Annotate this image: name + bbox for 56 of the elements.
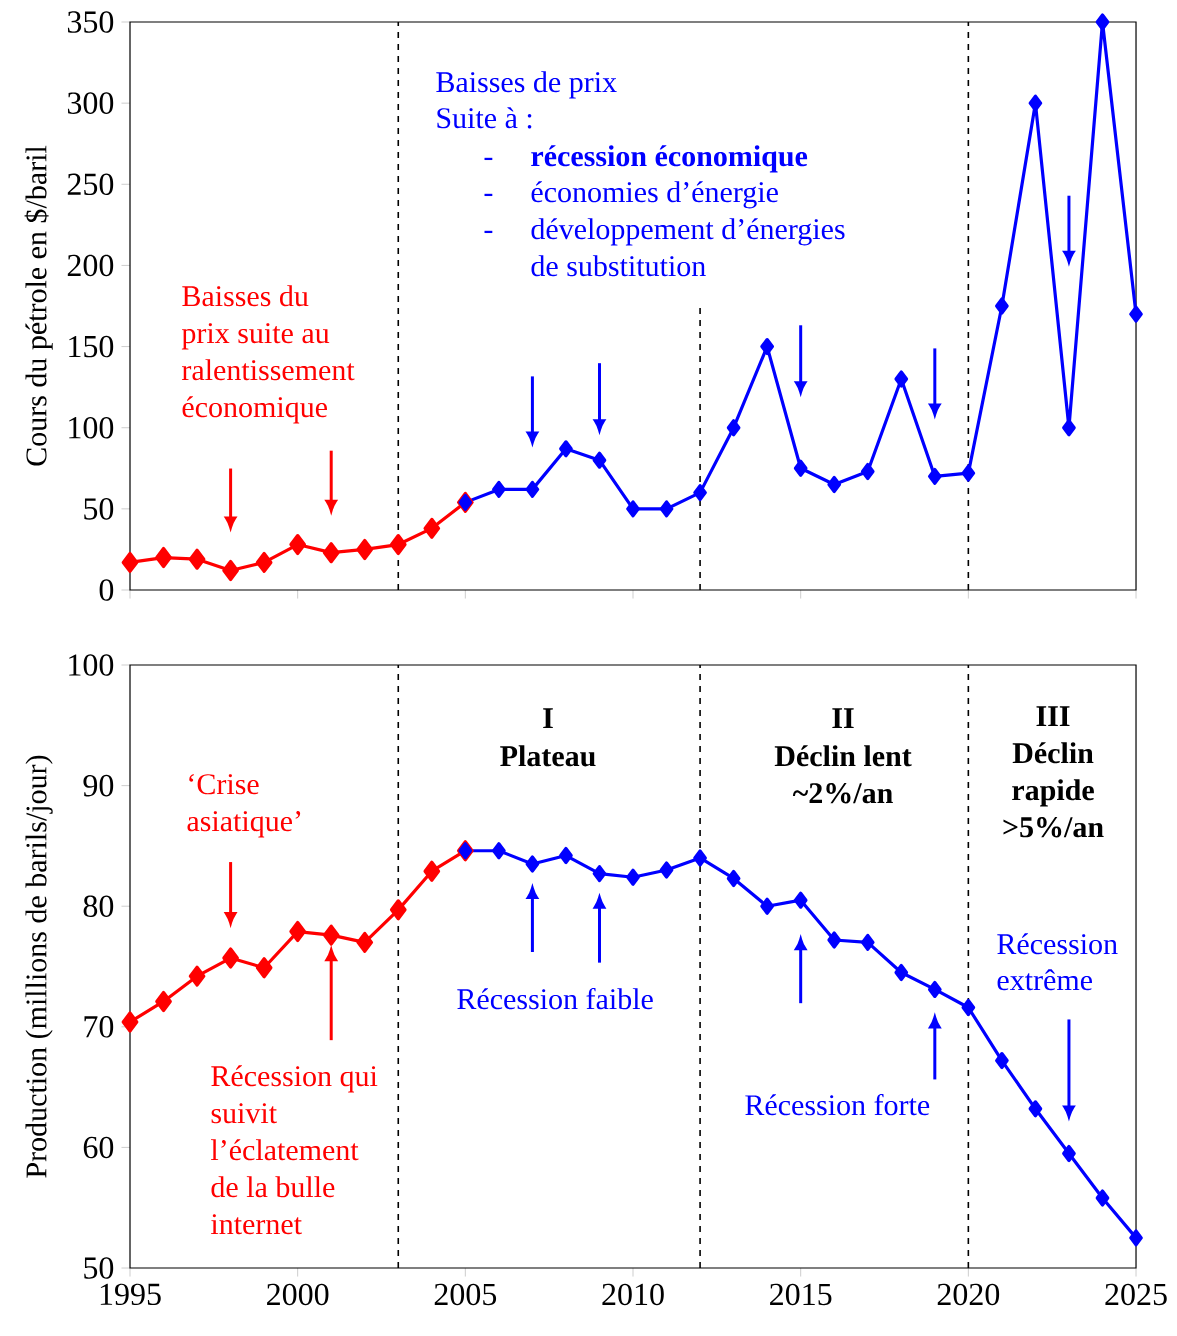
annotation: Baisses du [182, 285, 309, 307]
annotation: - [484, 230, 493, 234]
y-tick-label: 60 [83, 1136, 114, 1159]
y-axis-title: Cours du pétrole en $/baril [24, 145, 53, 466]
annotation: >5%/an [1003, 817, 1104, 838]
annotation: économies d’énergie [531, 181, 778, 209]
y-tick-label: 100 [69, 654, 114, 676]
annotation: ralentissement [182, 359, 355, 381]
annotation: II [832, 708, 854, 729]
annotation: suivit [211, 1103, 277, 1124]
y-tick-label: 80 [83, 895, 114, 918]
y-axis-title: Production (millions de barils/jour) [25, 755, 53, 1178]
annotation: Récession qui [211, 1065, 378, 1093]
annotation: - [484, 157, 493, 161]
annotation: III [1036, 706, 1070, 727]
annotation: internet [211, 1214, 302, 1235]
y-tick-label: 300 [67, 92, 114, 114]
y-tick-label: 50 [84, 1257, 114, 1279]
annotation: extrême [997, 969, 1092, 991]
x-tick-label: 2025 [1105, 1283, 1167, 1306]
annotation: asiatique’ [187, 811, 301, 838]
annotation: Récession forte [745, 1093, 930, 1116]
y-tick-label: 200 [67, 254, 114, 277]
y-tick-label: 350 [67, 11, 114, 33]
annotation: économique [182, 396, 327, 424]
annotation: de la bulle [211, 1176, 335, 1198]
annotation: Déclin [1012, 742, 1094, 764]
annotation: ~2%/an [792, 783, 893, 804]
annotation: I [543, 708, 553, 729]
annotation: l’éclatement [211, 1139, 359, 1161]
annotation: Suite à : [437, 107, 532, 129]
x-tick-label: 2005 [434, 1283, 497, 1306]
annotation: récession économique [531, 145, 808, 173]
annotation: Baisses de prix [436, 71, 617, 99]
annotation: de substitution [531, 255, 706, 277]
annotation: Déclin lent [774, 745, 912, 767]
y-tick-label: 0 [99, 579, 114, 601]
y-tick-label: 100 [69, 416, 114, 439]
y-tick-label: 250 [67, 173, 114, 196]
x-tick-label: 2020 [937, 1283, 1000, 1306]
annotation: Récession [997, 933, 1118, 955]
annotation: développement d’énergies [531, 218, 845, 246]
annotation: - [484, 193, 493, 197]
annotation: rapide [1012, 779, 1094, 807]
annotation: Plateau [500, 745, 596, 767]
x-tick-label: 2015 [770, 1283, 832, 1306]
annotation: ‘Crise [189, 774, 259, 795]
x-tick-label: 2010 [602, 1283, 664, 1306]
y-tick-label: 70 [84, 1016, 114, 1038]
x-tick-label: 2000 [267, 1283, 329, 1306]
y-tick-label: 50 [84, 498, 114, 520]
y-tick-label: 150 [69, 335, 114, 358]
y-tick-label: 90 [83, 774, 114, 797]
x-tick-label: 1995 [100, 1283, 161, 1306]
annotation: prix suite au [181, 323, 330, 350]
annotation: Récession faible [457, 987, 653, 1010]
